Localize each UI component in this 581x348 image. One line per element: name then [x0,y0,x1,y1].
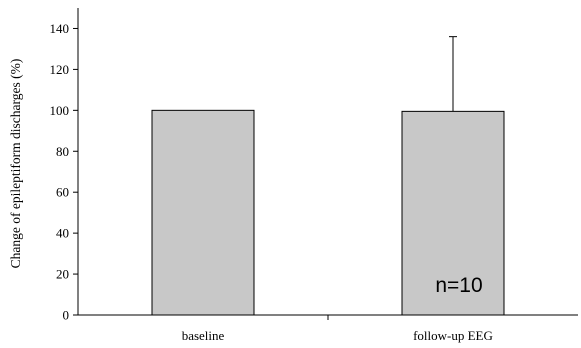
y-tick-label: 60 [56,185,69,200]
error-bars [449,36,457,112]
y-axis-label: Change of epileptiform discharges (%) [8,59,23,269]
annotation-n: n=10 [435,274,482,297]
x-category-label: follow-up EEG [413,328,493,343]
y-tick-label: 40 [56,226,69,241]
x-categories: baseline follow-up EEG [182,328,493,343]
x-category-label: baseline [182,328,225,343]
y-ticks: 0 20 40 60 80 100 120 140 [50,21,78,323]
y-tick-label: 20 [56,267,69,282]
y-tick-label: 120 [50,62,70,77]
y-tick-label: 0 [63,308,70,323]
y-tick-label: 100 [50,103,70,118]
bar [151,109,255,316]
y-tick-label: 140 [50,21,70,36]
y-tick-label: 80 [56,144,69,159]
